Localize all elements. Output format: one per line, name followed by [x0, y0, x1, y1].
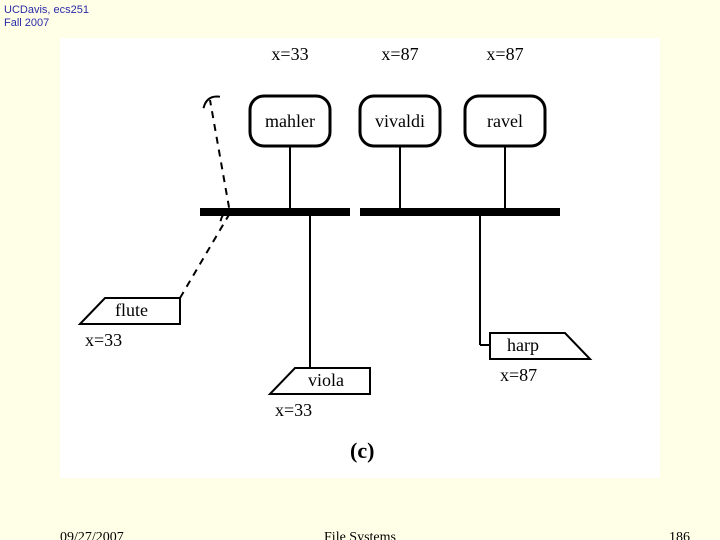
node-label-ravel: ravel: [487, 111, 523, 131]
diagram-caption: (c): [350, 438, 374, 463]
node-annot-mahler: x=33: [271, 44, 308, 64]
node-label-mahler: mahler: [265, 111, 315, 131]
footer-page: 186: [669, 530, 690, 540]
shelf-annot-flute: x=33: [85, 330, 122, 350]
shelf-annot-viola: x=33: [275, 400, 312, 420]
shelf-label-flute: flute: [115, 300, 148, 320]
header-line-1: UCDavis, ecs251: [4, 4, 89, 17]
node-annot-ravel: x=87: [486, 44, 523, 64]
slide-header: UCDavis, ecs251 Fall 2007: [4, 4, 89, 30]
diagram-svg: mahler x=33 vivaldi x=87 ravel x=87 flute x=33 v…: [60, 38, 660, 478]
slide: UCDavis, ecs251 Fall 2007 mahler x=33 viva…: [0, 0, 720, 540]
shelf-label-harp: harp: [507, 335, 539, 355]
node-annot-vivaldi: x=87: [381, 44, 418, 64]
shelf-label-viola: viola: [308, 370, 344, 390]
bus-right: [360, 208, 560, 216]
figure-area: mahler x=33 vivaldi x=87 ravel x=87 flute x=33 v…: [60, 38, 660, 478]
shelf-harp: [490, 333, 590, 359]
shelf-annot-harp: x=87: [500, 365, 537, 385]
dashed-edge: [180, 100, 230, 298]
footer-title: File Systems: [0, 530, 720, 540]
node-label-vivaldi: vivaldi: [375, 111, 425, 131]
header-line-2: Fall 2007: [4, 17, 89, 30]
